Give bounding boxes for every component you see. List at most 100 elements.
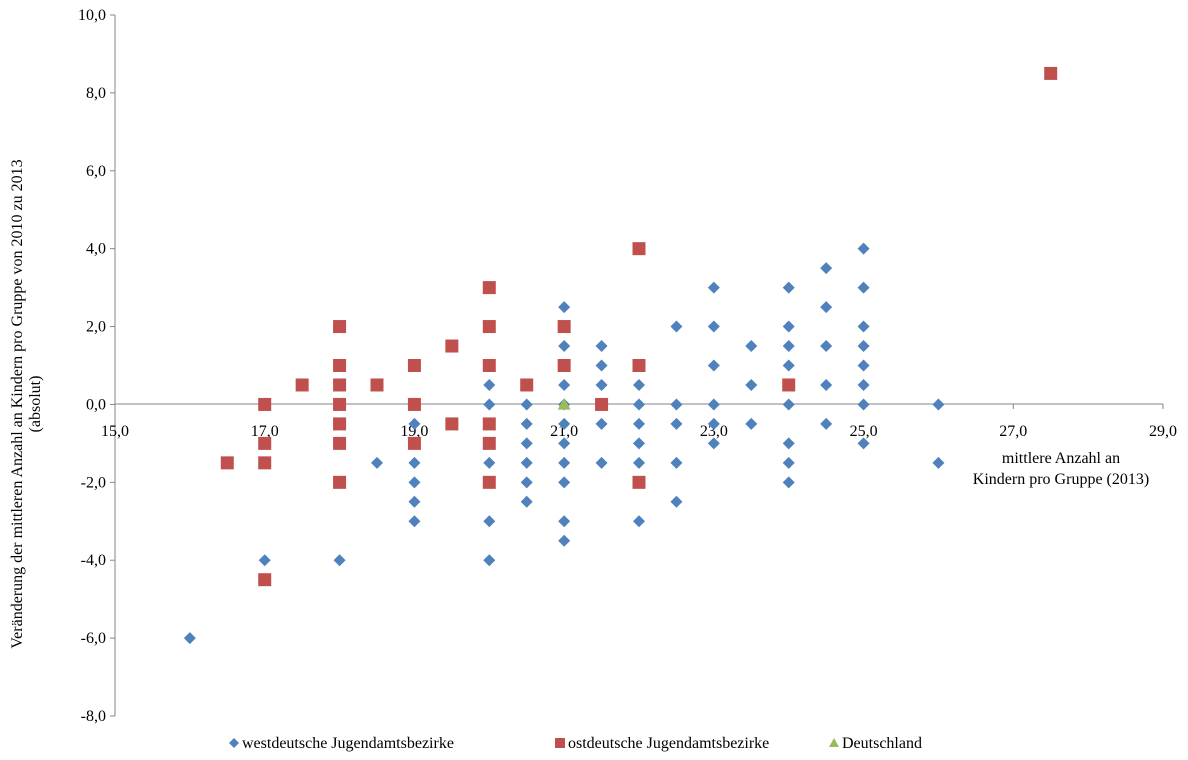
x-axis-label-line-1: mittlere Anzahl an: [1002, 450, 1120, 467]
west-point: [483, 554, 496, 567]
west-point: [782, 359, 795, 372]
ost-point: [482, 436, 496, 450]
west-point: [520, 417, 533, 430]
ost-point: [1044, 66, 1058, 80]
west-point: [670, 398, 683, 411]
west-point: [745, 417, 758, 430]
west-point: [595, 340, 608, 353]
west-point: [558, 534, 571, 547]
ost-point: [220, 456, 234, 470]
west-point: [820, 340, 833, 353]
y-axis-ticks: 10,0 8,0 6,0 4,0 2,0 0,0 -2,0 -4,0 -6,0 -8,0: [78, 7, 115, 725]
west-point: [857, 398, 870, 411]
west-point: [333, 554, 346, 567]
west-point: [857, 378, 870, 391]
data-points: [183, 66, 1058, 645]
legend-label: westdeutsche Jugendamtsbezirke: [242, 735, 454, 752]
west-point: [558, 340, 571, 353]
west-point: [932, 398, 945, 411]
ost-point: [557, 320, 571, 334]
west-point: [820, 301, 833, 314]
west-point: [670, 456, 683, 469]
west-point: [558, 437, 571, 450]
ost-point: [482, 417, 496, 431]
ost-point: [632, 475, 646, 489]
west-point: [633, 437, 645, 450]
west-point: [857, 281, 870, 294]
west-point: [633, 378, 645, 391]
ost-point: [482, 320, 496, 334]
axes: 10,0 8,0 6,0 4,0 2,0 0,0 -2,0 -4,0 -6,0 -8,0 15,0…: [78, 7, 1177, 725]
west-point: [820, 262, 833, 275]
west-point: [520, 476, 533, 489]
y-tick-label: 10,0: [78, 7, 106, 24]
series-triangle: [557, 397, 571, 410]
west-point: [857, 320, 870, 333]
deutschland-point: [557, 397, 571, 410]
ost-point: [520, 378, 534, 392]
west-point: [595, 378, 608, 391]
y-tick-label: 0,0: [86, 396, 106, 413]
west-point: [707, 281, 720, 294]
west-point: [633, 417, 645, 430]
x-axis-label-line-2: Kindern pro Gruppe (2013): [973, 471, 1149, 488]
x-axis-label: mittlere Anzahl an Kindern pro Gruppe (2…: [973, 450, 1149, 488]
west-point: [595, 359, 608, 372]
west-point: [558, 301, 571, 314]
legend-label: Deutschland: [842, 735, 922, 752]
west-point: [670, 495, 683, 508]
west-point: [408, 476, 421, 489]
ost-point: [258, 397, 272, 411]
ost-point: [482, 359, 496, 372]
legend-marker-square: [555, 738, 565, 748]
ost-point: [407, 397, 421, 411]
ost-point: [258, 456, 272, 470]
x-tick-label: 29,0: [1149, 423, 1177, 440]
series-diamond: [183, 242, 945, 645]
west-point: [707, 320, 720, 333]
ost-point: [407, 359, 421, 372]
west-point: [595, 417, 608, 430]
west-point: [520, 495, 533, 508]
ost-point: [782, 378, 796, 392]
ost-point: [632, 242, 646, 256]
west-point: [782, 456, 795, 469]
west-point: [857, 359, 870, 372]
west-point: [408, 515, 421, 528]
west-point: [670, 320, 683, 333]
y-tick-label: -8,0: [81, 708, 106, 725]
ost-point: [407, 436, 421, 450]
west-point: [520, 437, 533, 450]
west-point: [483, 515, 496, 528]
west-point: [258, 554, 271, 567]
west-point: [483, 398, 496, 411]
y-tick-label: -4,0: [81, 552, 106, 569]
west-point: [670, 417, 683, 430]
west-point: [183, 632, 196, 645]
ost-point: [333, 397, 347, 411]
x-tick-label: 27,0: [999, 423, 1027, 440]
west-point: [558, 456, 571, 469]
ost-point: [595, 397, 609, 411]
west-point: [520, 398, 533, 411]
x-tick-label: 15,0: [101, 423, 129, 440]
x-tick-label: 21,0: [550, 423, 578, 440]
ost-point: [482, 475, 496, 489]
west-point: [782, 398, 795, 411]
west-point: [782, 340, 795, 353]
ost-point: [482, 281, 496, 295]
west-point: [820, 417, 833, 430]
west-point: [707, 359, 720, 372]
west-point: [483, 378, 496, 391]
west-point: [408, 495, 421, 508]
y-axis-label-line-2: (absolut): [27, 376, 44, 433]
legend-label: ostdeutsche Jugendamtsbezirke: [568, 735, 769, 752]
west-point: [820, 378, 833, 391]
west-point: [558, 515, 571, 528]
y-axis-label-line-1: Veränderung der mittleren Anzahl an Kind…: [9, 159, 26, 648]
west-point: [520, 456, 533, 469]
x-tick-label: 23,0: [700, 423, 728, 440]
ost-point: [445, 417, 459, 431]
west-point: [932, 456, 945, 469]
west-point: [558, 417, 571, 430]
